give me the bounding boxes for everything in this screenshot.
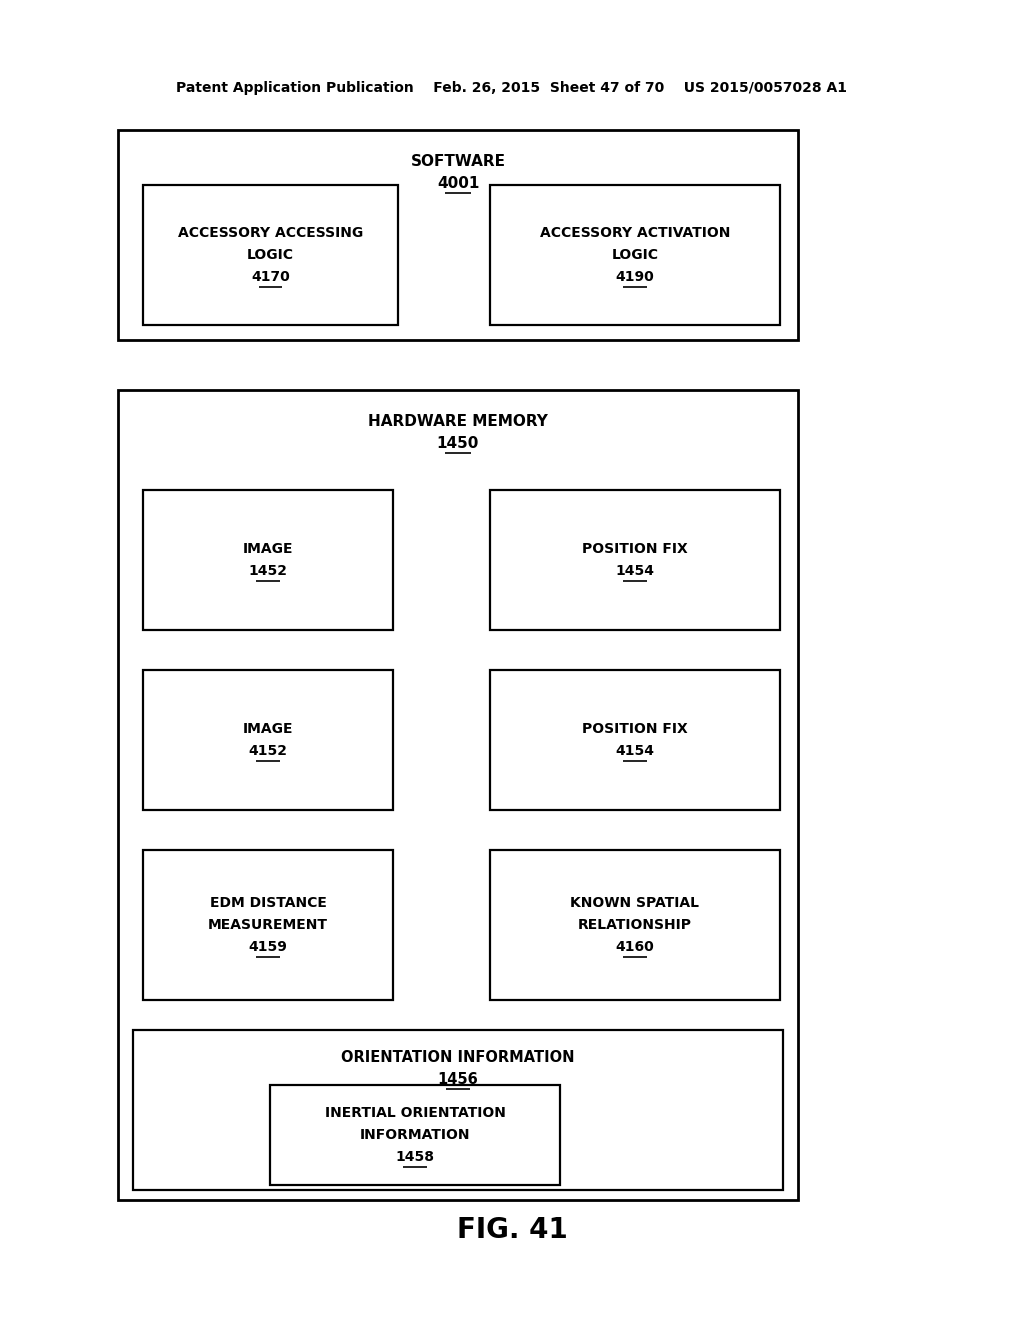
Bar [143,185,398,325]
Text: IMAGE: IMAGE [243,543,293,556]
Text: 4190: 4190 [615,271,654,284]
Text: EDM DISTANCE: EDM DISTANCE [210,896,327,909]
Text: INERTIAL ORIENTATION: INERTIAL ORIENTATION [325,1106,506,1119]
Bar [143,671,393,810]
Text: HARDWARE MEMORY: HARDWARE MEMORY [368,413,548,429]
Text: 1456: 1456 [437,1072,478,1086]
Bar [490,185,780,325]
Text: IMAGE: IMAGE [243,722,293,737]
Bar [490,671,780,810]
Text: ORIENTATION INFORMATION: ORIENTATION INFORMATION [341,1049,574,1064]
Text: POSITION FIX: POSITION FIX [582,722,688,737]
Text: ACCESSORY ACTIVATION: ACCESSORY ACTIVATION [540,226,730,240]
Text: 4159: 4159 [249,940,288,954]
Bar [118,129,798,341]
Text: LOGIC: LOGIC [247,248,294,261]
Text: 4170: 4170 [251,271,290,284]
Text: LOGIC: LOGIC [611,248,658,261]
Text: INFORMATION: INFORMATION [359,1129,470,1142]
Text: 1450: 1450 [437,436,479,450]
Bar [143,490,393,630]
Text: 1454: 1454 [615,564,654,578]
Text: 4160: 4160 [615,940,654,954]
Text: SOFTWARE: SOFTWARE [411,153,506,169]
Bar [143,850,393,1001]
Bar [490,850,780,1001]
Bar [490,490,780,630]
Text: 4152: 4152 [249,744,288,758]
Text: ACCESSORY ACCESSING: ACCESSORY ACCESSING [178,226,364,240]
Text: 4001: 4001 [437,176,479,190]
Text: 1458: 1458 [395,1150,434,1164]
Text: Patent Application Publication    Feb. 26, 2015  Sheet 47 of 70    US 2015/00570: Patent Application Publication Feb. 26, … [176,81,848,95]
Text: MEASUREMENT: MEASUREMENT [208,917,328,932]
Text: KNOWN SPATIAL: KNOWN SPATIAL [570,896,699,909]
Bar [270,1085,560,1185]
Text: 1452: 1452 [249,564,288,578]
Bar [118,389,798,1200]
Text: 4154: 4154 [615,744,654,758]
Bar [133,1030,783,1191]
Text: RELATIONSHIP: RELATIONSHIP [578,917,692,932]
Text: POSITION FIX: POSITION FIX [582,543,688,556]
Text: FIG. 41: FIG. 41 [457,1216,567,1243]
